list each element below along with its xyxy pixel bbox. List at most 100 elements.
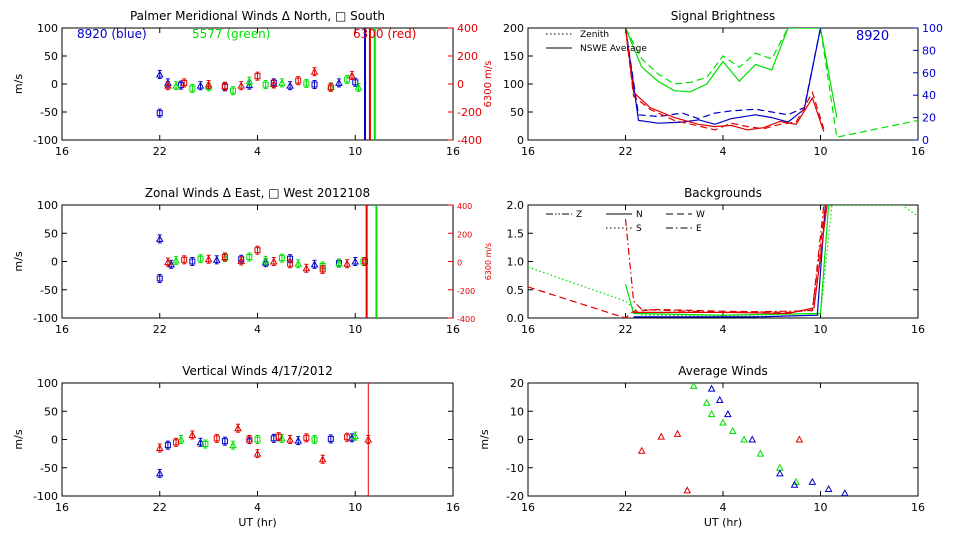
brightness-y-tick-label: 50 [510, 106, 524, 119]
zonal-y-tick-label: -100 [33, 312, 58, 325]
meridional-square-marker [344, 76, 351, 83]
vertical-y-tick-label: 0 [51, 434, 58, 447]
vertical-square-marker [344, 434, 351, 441]
meridional-data-point [156, 108, 163, 118]
zonal-triangle-marker [343, 259, 351, 267]
brightness-x-tick-label: 4 [720, 145, 727, 158]
meridional-data-point [335, 78, 343, 88]
meridional-data-point [204, 80, 213, 90]
zonal-square-marker [254, 247, 261, 254]
brightness-y-tick-label: 150 [503, 50, 524, 63]
vertical-data-point [173, 437, 180, 447]
zonal-right-tick-label: 0 [457, 259, 462, 268]
vertical-data-point [318, 454, 327, 464]
meridional-title: Palmer Meridional Winds Δ North, □ South [130, 9, 385, 23]
meridional-data-point [303, 78, 310, 88]
average-data-point [728, 426, 737, 435]
vertical-triangle-marker [155, 469, 164, 477]
average-data-point [756, 449, 765, 457]
brightness-series-line [624, 28, 838, 118]
meridional-triangle-marker [354, 83, 363, 91]
brightness-legend-label: Zenith [580, 30, 609, 40]
zonal-data-point [294, 259, 303, 269]
vertical-triangle-marker [188, 430, 197, 438]
vertical-y-tick-label: 50 [44, 405, 58, 418]
meridional-square-marker [262, 81, 269, 88]
average-plot-area [637, 383, 849, 496]
vertical-data-point [188, 430, 197, 440]
zonal-y-tick-label: -50 [40, 284, 58, 297]
average-data-point [707, 384, 716, 392]
meridional-triangle-marker [310, 67, 319, 75]
brightness-series-line [624, 28, 822, 125]
brightness-right-tick-label: 100 [922, 22, 943, 35]
vertical-x-tick-label: 4 [254, 501, 261, 514]
brightness-right-tick-label: 40 [922, 89, 936, 102]
brightness-series-line [624, 28, 822, 120]
vertical-title: Vertical Winds 4/17/2012 [182, 364, 333, 378]
meridional-data-point [327, 82, 334, 92]
zonal-triangle-marker [294, 259, 303, 267]
meridional-triangle-marker [164, 81, 172, 89]
meridional-right-tick-label: -400 [457, 134, 482, 147]
zonal-y-tick-label: 0 [51, 256, 58, 269]
zonal-square-marker [189, 258, 196, 265]
vertical-triangle-marker [348, 433, 356, 441]
vertical-data-point [196, 437, 205, 447]
zonal-square-marker [246, 253, 253, 260]
meridional-data-point [344, 75, 351, 85]
meridional-data-point [286, 81, 294, 91]
backgrounds-legend-label: W [696, 210, 705, 220]
average-triangle-marker [808, 477, 817, 485]
brightness-x-tick-label: 10 [814, 145, 828, 158]
meridional-square-marker [254, 73, 261, 80]
backgrounds-legend-label: N [636, 210, 643, 220]
meridional-square-marker [303, 80, 310, 87]
zonal-right-tick-label: 400 [457, 202, 472, 211]
vertical-data-point [177, 435, 185, 444]
brightness-annotation: 8920 [856, 29, 889, 44]
zonal-data-point [269, 257, 278, 266]
meridional-chart: Palmer Meridional Winds Δ North, □ South… [12, 9, 494, 158]
brightness-x-tick-label: 16 [911, 145, 925, 158]
meridional-square-marker [230, 87, 237, 94]
vertical-square-marker [213, 435, 220, 442]
average-triangle-marker [740, 435, 748, 443]
zonal-square-marker [181, 256, 188, 263]
meridional-y-axis-label: m/s [12, 74, 25, 94]
brightness-title: Signal Brightness [671, 9, 776, 23]
vertical-y-tick-label: -50 [40, 462, 58, 475]
average-y-tick-label: 0 [517, 434, 524, 447]
backgrounds-legend-label: E [696, 224, 702, 234]
meridional-triangle-marker [335, 78, 343, 86]
backgrounds-legend-label: Z [576, 210, 582, 220]
vertical-triangle-marker [253, 449, 262, 457]
average-data-point [808, 477, 817, 485]
vertical-data-point [253, 449, 262, 459]
average-data-point [637, 446, 646, 454]
zonal-triangle-marker [351, 257, 360, 265]
average-triangle-marker [707, 384, 716, 392]
vertical-data-point [213, 433, 220, 443]
brightness-series-line [624, 28, 825, 131]
brightness-series-line [624, 28, 918, 138]
zonal-right-axis-label: 6300 m/s [484, 243, 493, 281]
average-triangle-marker [728, 426, 737, 435]
average-data-point [707, 410, 716, 418]
meridional-x-tick-label: 16 [55, 145, 69, 158]
zonal-data-point [310, 259, 319, 269]
vertical-x-tick-label: 22 [153, 501, 167, 514]
meridional-triangle-marker [348, 71, 356, 79]
brightness-right-tick-label: 20 [922, 112, 936, 125]
average-data-point [748, 435, 757, 443]
zonal-triangle-marker [261, 256, 270, 264]
average-triangle-marker [689, 383, 698, 389]
zonal-square-marker [287, 260, 294, 267]
meridional-triangle-marker [196, 81, 205, 89]
zonal-data-point [237, 256, 246, 266]
average-data-point [719, 418, 727, 426]
meridional-square-marker [189, 85, 196, 92]
